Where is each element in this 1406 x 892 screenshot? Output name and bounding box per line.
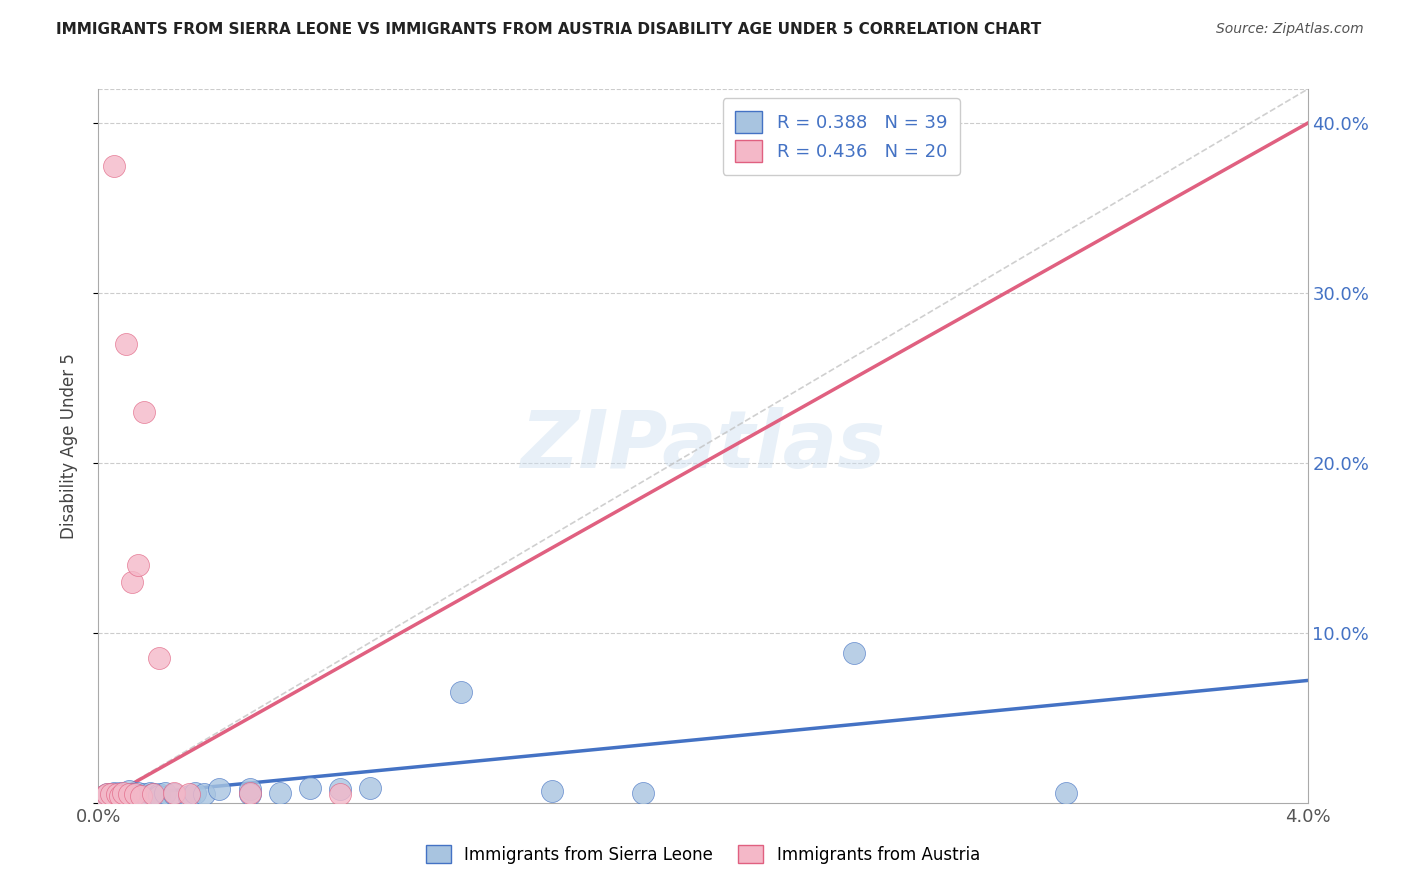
Point [208, 782, 231, 797]
Point [93, 789, 115, 803]
Point [127, 558, 149, 572]
Point [118, 787, 141, 801]
Point [100, 790, 122, 805]
Point [129, 790, 152, 805]
Point [108, 789, 131, 803]
Point [299, 780, 322, 795]
Text: ZIPatlas: ZIPatlas [520, 407, 886, 485]
Point [114, 337, 136, 351]
Point [450, 685, 472, 699]
Point [163, 787, 186, 801]
Point [844, 646, 866, 660]
Point [163, 786, 186, 800]
Point [329, 782, 352, 797]
Point [148, 651, 170, 665]
Point [142, 787, 165, 801]
Text: IMMIGRANTS FROM SIERRA LEONE VS IMMIGRANTS FROM AUSTRIA DISABILITY AGE UNDER 5 C: IMMIGRANTS FROM SIERRA LEONE VS IMMIGRAN… [56, 22, 1042, 37]
Point [193, 787, 215, 801]
Point [121, 574, 143, 589]
Point [111, 786, 134, 800]
Point [239, 782, 262, 797]
Point [148, 787, 170, 801]
Point [179, 787, 201, 801]
Point [96, 787, 118, 801]
Point [121, 787, 143, 801]
Legend: Immigrants from Sierra Leone, Immigrants from Austria: Immigrants from Sierra Leone, Immigrants… [419, 838, 987, 871]
Point [103, 787, 125, 801]
Point [269, 786, 291, 800]
Point [103, 786, 125, 800]
Point [118, 784, 141, 798]
Point [184, 786, 207, 800]
Point [1054, 786, 1077, 800]
Point [179, 790, 201, 805]
Point [129, 789, 152, 803]
Point [103, 159, 125, 173]
Point [132, 405, 155, 419]
Point [540, 784, 562, 798]
Point [100, 787, 122, 801]
Point [153, 786, 176, 800]
Point [114, 789, 136, 803]
Point [93, 789, 115, 803]
Point [239, 787, 262, 801]
Point [105, 787, 128, 801]
Point [329, 787, 352, 801]
Legend: R = 0.388   N = 39, R = 0.436   N = 20: R = 0.388 N = 39, R = 0.436 N = 20 [723, 98, 960, 175]
Point [124, 789, 146, 803]
Point [139, 786, 162, 800]
Point [142, 787, 165, 801]
Point [108, 786, 131, 800]
Point [148, 789, 170, 803]
Point [111, 787, 134, 801]
Point [360, 780, 382, 795]
Point [96, 787, 118, 801]
Point [179, 789, 201, 803]
Point [239, 786, 262, 800]
Point [105, 789, 128, 803]
Point [127, 786, 149, 800]
Point [135, 789, 157, 803]
Point [118, 787, 141, 801]
Text: Source: ZipAtlas.com: Source: ZipAtlas.com [1216, 22, 1364, 37]
Point [132, 787, 155, 801]
Point [124, 787, 146, 801]
Y-axis label: Disability Age Under 5: Disability Age Under 5 [59, 353, 77, 539]
Point [631, 786, 654, 800]
